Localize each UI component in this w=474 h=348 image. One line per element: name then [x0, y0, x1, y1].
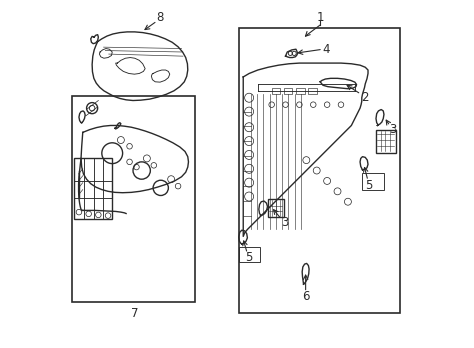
- Text: 3: 3: [281, 216, 289, 229]
- Bar: [272, 88, 280, 94]
- Text: 3: 3: [389, 123, 397, 136]
- Bar: [296, 88, 305, 94]
- Bar: [239, 29, 400, 313]
- Text: 4: 4: [323, 43, 330, 56]
- Text: 1: 1: [317, 11, 324, 24]
- Bar: [284, 88, 292, 94]
- Bar: [308, 88, 317, 94]
- Text: 5: 5: [246, 251, 253, 264]
- Text: 6: 6: [302, 290, 310, 302]
- Text: 2: 2: [361, 90, 368, 104]
- Text: 5: 5: [365, 179, 373, 192]
- Text: 8: 8: [156, 11, 164, 24]
- Bar: [73, 96, 195, 302]
- Text: 7: 7: [131, 307, 138, 320]
- Bar: [362, 173, 384, 190]
- Bar: [267, 199, 284, 217]
- Bar: [239, 247, 260, 262]
- Bar: [375, 130, 396, 153]
- Bar: [74, 158, 112, 219]
